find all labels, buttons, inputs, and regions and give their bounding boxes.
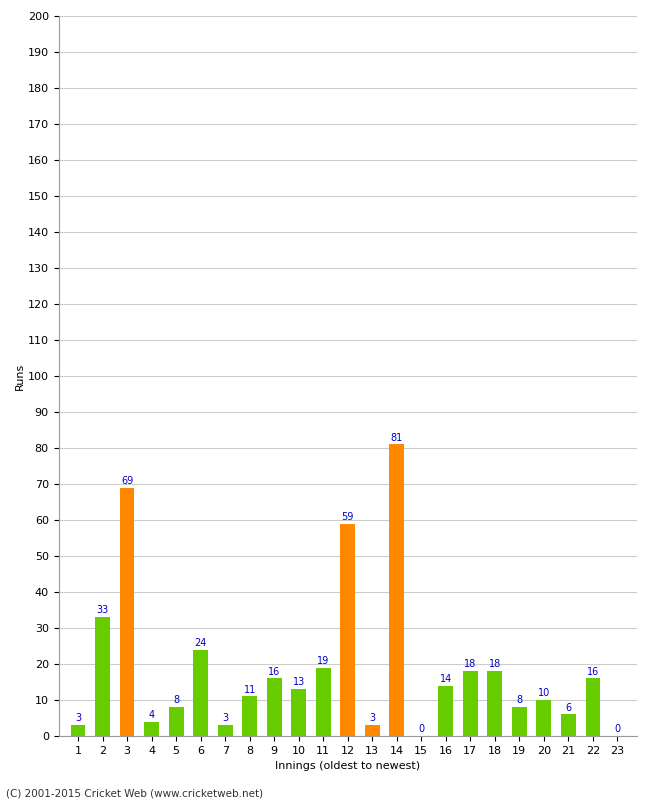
Text: 14: 14 xyxy=(439,674,452,684)
Bar xyxy=(218,726,233,736)
Bar xyxy=(169,707,183,736)
Text: 24: 24 xyxy=(194,638,207,648)
Text: 33: 33 xyxy=(96,606,109,615)
Text: 4: 4 xyxy=(149,710,155,720)
Text: 18: 18 xyxy=(464,659,476,670)
Text: 13: 13 xyxy=(292,678,305,687)
X-axis label: Innings (oldest to newest): Innings (oldest to newest) xyxy=(275,762,421,771)
Text: 6: 6 xyxy=(566,702,571,713)
Bar xyxy=(120,488,135,736)
Bar xyxy=(242,696,257,736)
Text: (C) 2001-2015 Cricket Web (www.cricketweb.net): (C) 2001-2015 Cricket Web (www.cricketwe… xyxy=(6,788,264,798)
Bar xyxy=(586,678,600,736)
Text: 59: 59 xyxy=(341,512,354,522)
Text: 18: 18 xyxy=(489,659,501,670)
Text: 10: 10 xyxy=(538,688,550,698)
Text: 16: 16 xyxy=(587,666,599,677)
Bar xyxy=(365,726,380,736)
Bar xyxy=(488,671,502,736)
Bar xyxy=(291,690,306,736)
Bar xyxy=(71,726,85,736)
Bar xyxy=(512,707,527,736)
Bar xyxy=(439,686,453,736)
Text: 8: 8 xyxy=(516,695,523,706)
Text: 8: 8 xyxy=(173,695,179,706)
Text: 81: 81 xyxy=(391,433,403,442)
Bar xyxy=(341,524,355,736)
Bar xyxy=(267,678,281,736)
Text: 11: 11 xyxy=(244,685,256,694)
Bar xyxy=(316,667,331,736)
Bar xyxy=(96,618,110,736)
Text: 69: 69 xyxy=(121,476,133,486)
Y-axis label: Runs: Runs xyxy=(15,362,25,390)
Text: 3: 3 xyxy=(369,714,375,723)
Bar xyxy=(144,722,159,736)
Text: 0: 0 xyxy=(418,724,424,734)
Bar xyxy=(463,671,478,736)
Text: 16: 16 xyxy=(268,666,280,677)
Bar xyxy=(561,714,576,736)
Text: 3: 3 xyxy=(222,714,228,723)
Bar xyxy=(193,650,208,736)
Text: 3: 3 xyxy=(75,714,81,723)
Bar xyxy=(536,700,551,736)
Text: 0: 0 xyxy=(614,724,621,734)
Bar xyxy=(389,444,404,736)
Text: 19: 19 xyxy=(317,656,330,666)
